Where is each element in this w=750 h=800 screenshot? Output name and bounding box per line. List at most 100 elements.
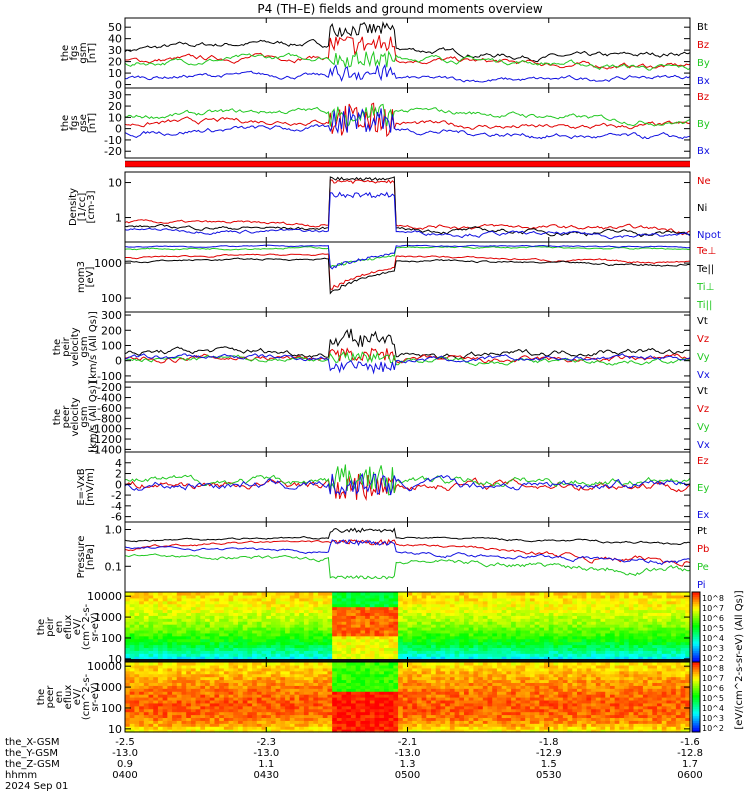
colorbar-tick: 10^7 (702, 674, 724, 683)
legend-pressure-Pe: Pe (697, 562, 709, 573)
y-label-bgse: gse (78, 114, 89, 132)
y-tick-label: -400 (97, 392, 122, 405)
y-label-vpeer: velocity (70, 397, 81, 436)
y-tick-label: 10 (108, 723, 122, 736)
legend-vpeer-Vz: Vz (697, 404, 709, 415)
x-date-label: 2024 Sep 01 (5, 781, 68, 792)
legend-pressure-Pt: Pt (697, 526, 707, 537)
y-label-elecspec: sr-eV) (90, 682, 101, 711)
y-label-elecspec: en (54, 691, 65, 704)
x-tick-value: -2.5 (115, 737, 135, 748)
colorbar-tick: 10^2 (702, 654, 724, 663)
y-tick-label: 1000 (94, 611, 122, 624)
series-efield-1 (125, 464, 691, 496)
y-tick-label: 20 (108, 56, 122, 69)
y-label-efield: E=-VxB (76, 468, 87, 505)
y-tick-label: -1000 (90, 423, 122, 436)
x-tick-value: -1.6 (680, 737, 700, 748)
chart-title: P4 (TH–E) fields and ground moments over… (257, 2, 542, 16)
y-tick-label: 1000 (94, 257, 122, 270)
series-vpeir-0 (124, 328, 691, 361)
panel-pressure: Pressure[nPa] 0.1 1.0 Pt Pb Pe Pi (76, 521, 709, 593)
y-label-bgsm: the (60, 45, 71, 61)
y-label-efield: [mV/m] (85, 468, 96, 506)
colorbar-tick: 10^2 (702, 724, 724, 733)
y-tick-label: 10 (108, 111, 122, 124)
y-label-bgse: [nT] (87, 113, 98, 133)
series-bgse-2 (124, 106, 691, 140)
legend-vpeir-Vt: Vt (697, 316, 708, 327)
series-bgsm-3 (124, 63, 691, 83)
legend-bgsm-Bt: Bt (697, 22, 708, 33)
series-pressure-3 (124, 539, 691, 566)
y-tick-label: 100 (101, 702, 122, 715)
y-label-vpeir: gsm (79, 336, 90, 357)
series-temp-1 (124, 257, 691, 295)
series-efield-0 (124, 473, 691, 502)
colorbar-tick: 10^5 (702, 694, 724, 703)
x-tick-value: -13.0 (112, 748, 138, 759)
series-bgsm-0 (124, 20, 691, 63)
y-tick-label: 30 (108, 89, 122, 102)
y-tick-label: 100 (101, 632, 122, 645)
y-tick-label: 0 (115, 478, 122, 491)
y-tick-label: -100 (97, 370, 122, 383)
x-tick-value: -13.0 (253, 748, 279, 759)
panel-frame-bgsm (124, 17, 691, 89)
colorbar: 10^810^710^610^510^410^310^210^810^710^6… (691, 590, 745, 733)
x-row-label: hhmm (5, 770, 37, 781)
series-density-0 (124, 179, 691, 236)
y-label-density: [cm-3] (86, 190, 97, 223)
y-label-bgsm: fgs (69, 45, 80, 60)
y-label-vpeir: [km/s (All Qs)] (88, 311, 99, 383)
y-tick-label: 2 (115, 468, 122, 481)
x-tick-value: 0530 (536, 770, 561, 781)
colorbar-tick: 10^3 (702, 644, 724, 653)
legend-bgsm-Bx: Bx (697, 76, 710, 87)
x-tick-value: 1.1 (258, 759, 274, 770)
x-tick-value: 0430 (254, 770, 279, 781)
panel-temp: mom3[eV] 100 1000 Te⊥ Te|| Ti⊥ Ti|| (76, 241, 716, 313)
series-bgsm-1 (125, 35, 690, 70)
y-label-bgsm: gsm (78, 42, 89, 63)
y-tick-label: 100 (101, 292, 122, 305)
y-tick-label: -800 (97, 412, 122, 425)
x-tick-value: -12.9 (536, 748, 562, 759)
y-tick-label: 50 (108, 21, 122, 34)
y-label-elecspec: (cm^2-s- (81, 673, 92, 720)
series-bgsm-2 (124, 50, 691, 71)
legend-efield-Ey: Ey (697, 483, 709, 494)
y-tick-label: 10 (108, 67, 122, 80)
y-tick-label: 4 (115, 457, 122, 470)
legend-vpeir-Vx: Vx (697, 370, 710, 381)
y-label-elecspec: eflux (63, 685, 74, 710)
panel-efield: E=-VxB[mV/m] -6-4-2024 Ez Ey Ex (76, 451, 709, 524)
y-label-ionspec: en (54, 621, 65, 634)
y-label-bgsm: [nT] (87, 43, 98, 63)
series-temp-2 (124, 245, 691, 269)
series-vpeir-3 (124, 353, 691, 375)
x-row-label: the_Z-GSM (5, 759, 60, 770)
series-bgse-1 (124, 103, 691, 128)
y-tick-label: -6 (111, 511, 122, 524)
legend-density-Ni: Ni (697, 203, 707, 214)
y-tick-label: 10000 (87, 590, 122, 603)
colorbar-tick: 10^6 (702, 684, 724, 693)
legend-density-Npot: Npot (697, 230, 721, 241)
legend-bgsm-By: By (697, 58, 710, 69)
series-temp-0 (125, 253, 691, 291)
y-tick-label: -200 (97, 381, 122, 394)
colorbar-tick: 10^7 (702, 604, 724, 613)
y-label-bgse: the (60, 115, 71, 131)
colorbar-tick: 10^6 (702, 614, 724, 623)
y-tick-label: 0 (115, 123, 122, 136)
legend-temp-Ti⊥: Ti⊥ (696, 282, 714, 293)
x-tick-value: -13.0 (395, 748, 421, 759)
